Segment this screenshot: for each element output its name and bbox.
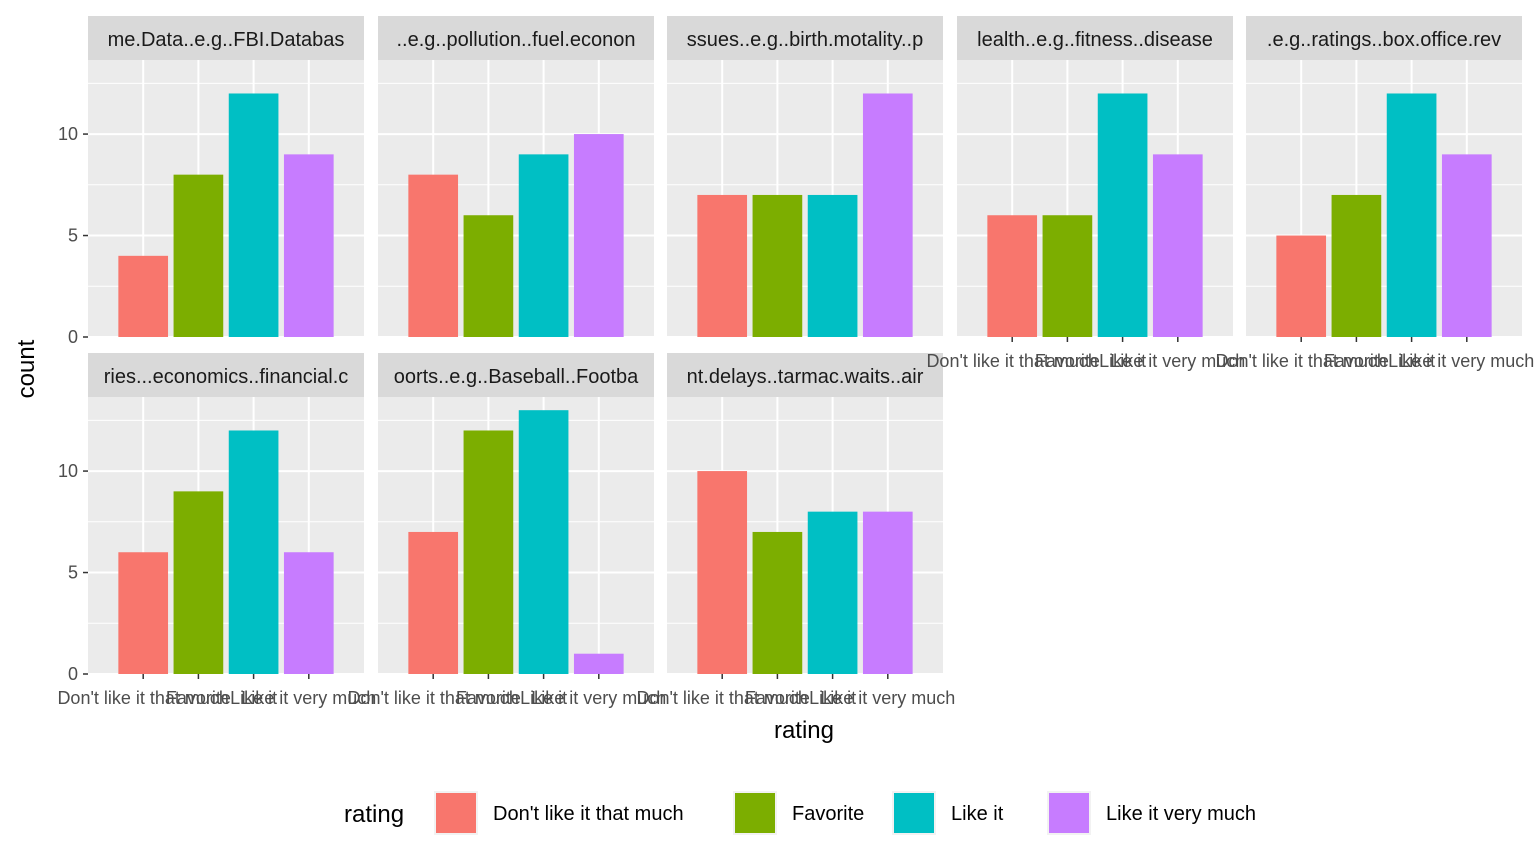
x-tick-label: Don't like it that much [57, 688, 229, 708]
facet-panel: lealth..e.g..fitness..disease [957, 16, 1233, 338]
facet-strip [88, 16, 364, 60]
bar [573, 134, 624, 337]
facet-strip-label: ries...economics..financial.c [104, 366, 349, 388]
y-tick-label: 10 [58, 124, 78, 144]
x-tick-label: Favorite [1035, 351, 1100, 371]
facet-panel: nt.delays..tarmac.waits..air [667, 353, 943, 675]
x-tick-label: Like it very much [1399, 351, 1534, 371]
bar [1386, 93, 1437, 337]
x-tick-label: Don't like it that much [926, 351, 1098, 371]
x-tick-label: Don't like it that much [636, 688, 808, 708]
y-tick-label: 5 [68, 226, 78, 246]
facet-strip [667, 353, 943, 397]
bar [1097, 93, 1148, 337]
x-tick-label: Like it very much [1110, 351, 1245, 371]
x-tick-label: Favorite [166, 688, 231, 708]
facet-strip [957, 16, 1233, 60]
legend-swatch [1049, 793, 1089, 833]
facet-panel: .e.g..ratings..box.office.rev [1246, 16, 1522, 338]
bar [408, 531, 459, 674]
bar [987, 215, 1038, 337]
bar [118, 552, 169, 674]
facet-strip-label: oorts..e.g..Baseball..Footba [394, 366, 639, 388]
x-tick-label: Favorite [1324, 351, 1389, 371]
bar [697, 471, 748, 674]
bar [228, 93, 279, 337]
bar [408, 174, 459, 337]
bar [752, 194, 803, 337]
bar [173, 174, 224, 337]
facet-panels: me.Data..e.g..FBI.Databas ..e.g..pollutio… [88, 16, 1522, 675]
y-tick-label: 0 [68, 664, 78, 684]
x-tick-label: Favorite [456, 688, 521, 708]
facet-strip [88, 353, 364, 397]
x-tick-label: Don't like it that much [347, 688, 519, 708]
bar [1441, 154, 1492, 337]
facet-strip [378, 16, 654, 60]
bar [807, 194, 858, 337]
x-tick-label: Like it very much [241, 688, 376, 708]
x-axis-title: rating [774, 717, 834, 744]
bar [862, 93, 913, 337]
bar [173, 491, 224, 674]
legend-label: Favorite [792, 803, 864, 825]
legend-swatch [894, 793, 934, 833]
legend-label: Don't like it that much [493, 803, 684, 825]
bar [283, 154, 334, 337]
x-tick-label: Like it [230, 688, 277, 708]
facet-panel: me.Data..e.g..FBI.Databas [88, 16, 364, 338]
x-tick-label: Like it [1388, 351, 1435, 371]
facet-strip [667, 16, 943, 60]
x-tick-label: Like it [809, 688, 856, 708]
facet-strip-label: me.Data..e.g..FBI.Databas [108, 29, 345, 51]
bar [697, 194, 748, 337]
facet-strip-label: ..e.g..pollution..fuel.econon [396, 29, 635, 51]
bar [752, 531, 803, 674]
x-tick-label: Like it [1099, 351, 1146, 371]
facet-strip [378, 353, 654, 397]
y-axis-title: count [13, 339, 40, 398]
bar [283, 552, 334, 674]
y-tick-label: 5 [68, 563, 78, 583]
legend-swatch [436, 793, 476, 833]
x-tick-label: Like it very much [531, 688, 666, 708]
bar [228, 430, 279, 674]
legend: rating Don't like it that much Favorite Li… [344, 791, 1256, 835]
x-tick-label: Favorite [745, 688, 810, 708]
bar [1152, 154, 1203, 337]
facet-strip-label: ssues..e.g..birth.motality..p [687, 29, 923, 51]
facet-strip [1246, 16, 1522, 60]
bar [518, 154, 569, 337]
bar [862, 511, 913, 674]
y-tick-label: 0 [68, 327, 78, 347]
bar [518, 410, 569, 674]
bar [1276, 235, 1327, 337]
legend-swatch [735, 793, 775, 833]
bar [1331, 194, 1382, 337]
x-tick-label: Don't like it that much [1215, 351, 1387, 371]
legend-label: Like it very much [1106, 803, 1256, 825]
facet-strip-label: lealth..e.g..fitness..disease [977, 29, 1213, 51]
facet-strip-label: nt.delays..tarmac.waits..air [687, 366, 924, 388]
facet-panel: ries...economics..financial.c [88, 353, 364, 675]
y-axes: 0 5 10 0 5 10 [58, 124, 88, 684]
bar [1042, 215, 1093, 337]
bar [463, 430, 514, 674]
facet-panel: ..e.g..pollution..fuel.econon [378, 16, 654, 338]
legend-label: Like it [951, 803, 1004, 825]
bar [807, 511, 858, 674]
y-tick-label: 10 [58, 461, 78, 481]
facet-panel: oorts..e.g..Baseball..Footba [378, 353, 654, 675]
facet-strip-label: .e.g..ratings..box.office.rev [1267, 29, 1501, 51]
bar [463, 215, 514, 337]
bar [118, 255, 169, 337]
legend-title: rating [344, 801, 404, 828]
bar [573, 653, 624, 674]
facet-panel: ssues..e.g..birth.motality..p [667, 16, 943, 338]
x-tick-label: Like it [520, 688, 567, 708]
x-tick-label: Like it very much [820, 688, 955, 708]
